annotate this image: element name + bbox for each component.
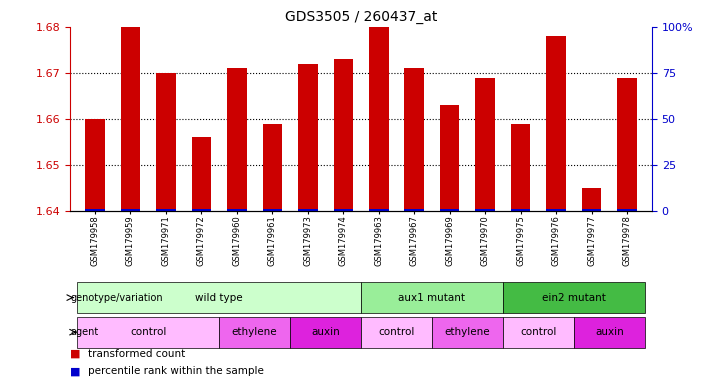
Bar bbox=[219, 316, 290, 348]
Bar bbox=[77, 316, 219, 348]
Bar bbox=[121, 209, 140, 211]
Bar bbox=[361, 282, 503, 313]
Bar bbox=[503, 282, 645, 313]
Bar bbox=[361, 316, 432, 348]
Text: genotype/variation: genotype/variation bbox=[71, 293, 163, 303]
Text: ethylene: ethylene bbox=[444, 327, 490, 337]
Bar bbox=[290, 316, 361, 348]
Bar bbox=[156, 73, 176, 211]
Bar bbox=[298, 64, 318, 211]
Text: ■: ■ bbox=[70, 366, 81, 376]
Bar bbox=[334, 59, 353, 211]
Title: GDS3505 / 260437_at: GDS3505 / 260437_at bbox=[285, 10, 437, 25]
Text: control: control bbox=[520, 327, 557, 337]
Bar bbox=[191, 209, 211, 211]
Bar bbox=[156, 209, 176, 211]
Bar bbox=[503, 316, 574, 348]
Bar bbox=[511, 124, 531, 211]
Bar bbox=[334, 209, 353, 211]
Bar bbox=[263, 124, 282, 211]
Bar bbox=[582, 188, 601, 211]
Text: percentile rank within the sample: percentile rank within the sample bbox=[88, 366, 264, 376]
Bar bbox=[432, 316, 503, 348]
Bar bbox=[121, 27, 140, 211]
Text: ■: ■ bbox=[70, 349, 81, 359]
Text: aux1 mutant: aux1 mutant bbox=[398, 293, 465, 303]
Bar bbox=[511, 209, 531, 211]
Bar bbox=[369, 209, 388, 211]
Bar bbox=[618, 209, 637, 211]
Bar bbox=[440, 105, 459, 211]
Bar bbox=[227, 68, 247, 211]
Bar bbox=[86, 119, 104, 211]
Text: transformed count: transformed count bbox=[88, 349, 185, 359]
Bar bbox=[404, 68, 424, 211]
Bar bbox=[77, 282, 361, 313]
Bar bbox=[475, 209, 495, 211]
Bar bbox=[263, 209, 282, 211]
Bar bbox=[546, 209, 566, 211]
Bar bbox=[191, 137, 211, 211]
Bar bbox=[574, 316, 645, 348]
Text: auxin: auxin bbox=[595, 327, 624, 337]
Bar bbox=[298, 209, 318, 211]
Bar bbox=[546, 36, 566, 211]
Text: control: control bbox=[379, 327, 415, 337]
Bar bbox=[475, 78, 495, 211]
Text: ein2 mutant: ein2 mutant bbox=[542, 293, 606, 303]
Bar bbox=[86, 209, 104, 211]
Text: control: control bbox=[130, 327, 166, 337]
Text: auxin: auxin bbox=[311, 327, 340, 337]
Bar bbox=[440, 209, 459, 211]
Bar bbox=[582, 209, 601, 211]
Bar bbox=[227, 209, 247, 211]
Text: agent: agent bbox=[71, 327, 99, 337]
Text: ethylene: ethylene bbox=[232, 327, 278, 337]
Bar bbox=[369, 27, 388, 211]
Bar bbox=[404, 209, 424, 211]
Text: wild type: wild type bbox=[196, 293, 243, 303]
Bar bbox=[618, 78, 637, 211]
